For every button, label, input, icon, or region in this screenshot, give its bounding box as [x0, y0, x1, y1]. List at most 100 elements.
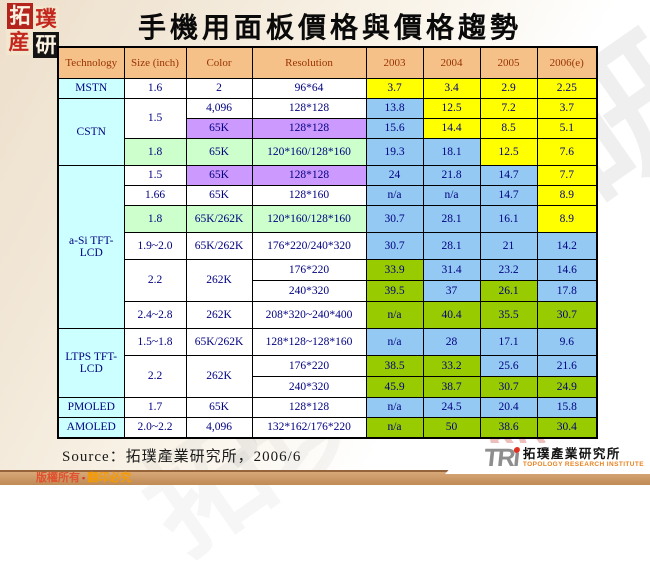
table-cell: 8.9 [536, 184, 598, 206]
table-cell: 2.2 [123, 258, 187, 302]
table-cell: 33.9 [365, 258, 424, 281]
table-cell: 39.5 [365, 279, 424, 302]
table-cell: 262K [185, 300, 253, 329]
table-cell: 15.8 [536, 396, 598, 418]
table-row: LTPS TFT-LCD 1.5~1.8 65K/262K 128*128~128*1… [57, 327, 598, 398]
table-cell: 14.7 [479, 184, 538, 206]
table-row: 65K 128*128 15.6 14.4 8.5 5.1 [58, 117, 598, 139]
table-cell: 3.7 [365, 77, 424, 99]
table-row: 1.66 65K 128*160 n/a n/a 14.7 8.9 [58, 184, 598, 206]
table-cell: 65K [185, 164, 253, 186]
table-cell: 2.0~2.2 [123, 416, 187, 439]
column-header: Technology [57, 46, 125, 79]
table-cell: 23.2 [479, 258, 538, 281]
table-row: PMOLED 1.7 65K 128*128 n/a 24.5 20.4 15.8 [57, 396, 598, 418]
table-cell: 65K/262K [185, 204, 253, 233]
copyright-text: 翻印必究 [87, 472, 132, 484]
table-cell: 13.8 [365, 97, 424, 119]
table-cell: 2.2 [123, 354, 187, 398]
table-cell: 1.8 [123, 137, 187, 166]
table-cell: 30.7 [365, 204, 424, 233]
table-cell: 240*320 [251, 375, 367, 398]
table-cell: 17.8 [536, 279, 598, 302]
table-cell: 8.9 [536, 204, 598, 233]
table-cell: 45.9 [365, 375, 424, 398]
table-cell: 31.4 [422, 258, 481, 281]
column-header: Color [185, 46, 253, 79]
column-header: 2004 [422, 46, 481, 79]
table-cell: CSTN [57, 97, 125, 166]
table-row: AMOLED 2.0~2.2 4,096 132*162/176*220 n/a 50 38… [57, 416, 598, 439]
table-cell: 14.4 [422, 117, 481, 139]
table-cell: 16.1 [479, 204, 538, 233]
seal-char: 産 [6, 29, 32, 55]
slide-canvas: 拓璞產研 拓璞產研 研 拓 璞 産 研 手機用面板價格與價格趨勢 Technol… [0, 0, 650, 485]
table-cell: 65K/262K [185, 231, 253, 260]
slide-title: 手機用面板價格與價格趨勢 [137, 13, 522, 44]
tri-logo-abbr: TRi [482, 444, 520, 472]
table-cell: n/a [365, 300, 424, 329]
table-cell: 30.7 [479, 375, 538, 398]
table-cell: 120*160/128*160 [251, 137, 367, 166]
table-cell: 120*160/128*160 [251, 204, 367, 233]
table-cell: 128*128~128*160 [251, 327, 367, 356]
table-cell: 2 [185, 77, 253, 99]
table-cell: 1.5 [123, 164, 187, 186]
table-cell: 128*128 [251, 164, 367, 186]
table-cell: 28 [422, 327, 481, 356]
table-cell: 25.6 [479, 354, 538, 377]
table-header-row: Technology Size (inch) Color Resolution 2003… [57, 46, 598, 79]
seal-char: 拓 [7, 3, 33, 29]
table-row: a-Si TFT-LCD 1.5 65K 128*128 24 21.8 14.7 7.7 [57, 164, 598, 329]
table-cell: 40.4 [422, 300, 481, 329]
table-cell: 1.9~2.0 [123, 231, 187, 260]
table-row: 1.8 65K/262K 120*160/128*160 30.7 28.1 16.1 8.… [58, 204, 598, 233]
table-cell: 2.25 [536, 77, 598, 99]
table-cell: 9.6 [536, 327, 598, 356]
table-cell: n/a [365, 327, 424, 356]
table-cell: n/a [365, 416, 424, 439]
table-cell: 21.6 [536, 354, 598, 377]
table-cell: LTPS TFT-LCD [57, 327, 125, 398]
table-cell: 21.8 [422, 164, 481, 186]
table-cell: 19.3 [365, 137, 424, 166]
table-cell: 262K [185, 354, 253, 398]
column-header: Size (inch) [123, 46, 187, 79]
table-cell: 33.2 [422, 354, 481, 377]
table-cell: 14.7 [479, 164, 538, 186]
table-cell: 1.5 [123, 97, 187, 139]
tri-logo-names: 拓璞產業研究所 TOPOLOGY RESEARCH INSTITUTE [523, 448, 644, 469]
table-cell: 3.4 [422, 77, 481, 99]
table-cell: 14.2 [536, 231, 598, 260]
table-cell: 3.7 [536, 97, 598, 119]
table-cell: 7.7 [536, 164, 598, 186]
table-row: 2.2 262K 176*220 33.9 31.4 23.2 14.6 [58, 258, 598, 302]
table-cell: 38.7 [422, 375, 481, 398]
table-cell: 65K [185, 137, 253, 166]
table-row: 2.4~2.8 262K 208*320~240*400 n/a 40.4 35.5 30.… [58, 300, 598, 329]
panel-price-table: Technology Size (inch) Color Resolution 2003… [57, 46, 598, 439]
table-cell: 4,096 [185, 416, 253, 439]
table-row: CSTN 1.5 4,096 128*128 13.8 12.5 7.2 3.7 [57, 97, 598, 166]
seal-char: 研 [33, 32, 59, 58]
table-cell: 1.66 [123, 184, 187, 206]
table-cell: 35.5 [479, 300, 538, 329]
tri-logo: TRi 拓璞產業研究所 TOPOLOGY RESEARCH INSTITUTE [445, 443, 650, 474]
table-cell: 38.6 [479, 416, 538, 439]
table-cell: 7.6 [536, 137, 598, 166]
table-cell: 30.4 [536, 416, 598, 439]
table-cell: 65K [185, 117, 253, 139]
table-cell: MSTN [57, 77, 125, 99]
company-seal-logo: 拓 璞 産 研 [6, 2, 60, 60]
table-cell: 24.9 [536, 375, 598, 398]
column-header: 2005 [479, 46, 538, 79]
copyright-separator: ▪ [82, 473, 86, 483]
table-cell: 50 [422, 416, 481, 439]
table-cell: 7.2 [479, 97, 538, 119]
table-cell: 262K [185, 258, 253, 302]
table-row: 1.8 65K 120*160/128*160 19.3 18.1 12.5 7.6 [58, 137, 598, 166]
table-cell: 30.7 [365, 231, 424, 260]
table-cell: 21 [479, 231, 538, 260]
table-cell: 128*160 [251, 184, 367, 206]
table-cell: 15.6 [365, 117, 424, 139]
